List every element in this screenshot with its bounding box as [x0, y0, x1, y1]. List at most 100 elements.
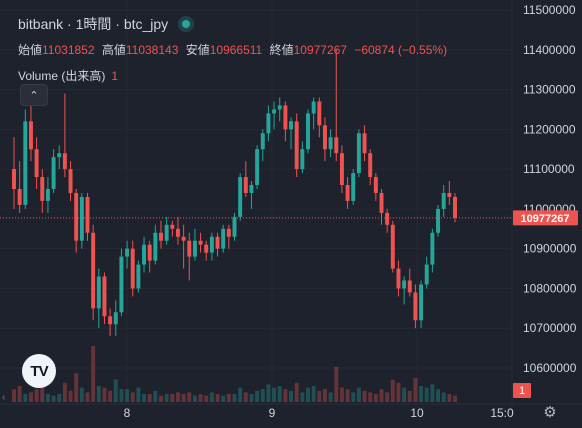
volume-bar: [17, 386, 22, 402]
chevron-up-icon: ⌃: [29, 89, 39, 102]
candle-body: [289, 121, 294, 130]
candle-body: [385, 212, 390, 225]
volume-bar: [209, 392, 214, 402]
volume-bar: [113, 379, 118, 402]
candle-body: [249, 185, 254, 193]
candle-body: [351, 173, 356, 201]
volume-bar: [221, 395, 226, 402]
time-tick: 9: [269, 406, 276, 420]
volume-bar: [396, 382, 401, 402]
volume-bar: [407, 390, 412, 402]
gear-icon[interactable]: ⚙: [543, 404, 557, 421]
chevron-left-icon[interactable]: ‹: [2, 392, 6, 403]
tradingview-logo-icon[interactable]: TV: [22, 354, 56, 388]
candle-body: [317, 101, 322, 126]
volume-bar: [28, 392, 33, 402]
time-axis[interactable]: 8 9 10 15:0: [124, 406, 514, 420]
candle-body: [368, 153, 373, 178]
volume-bar: [170, 394, 175, 402]
candle-body: [57, 153, 62, 158]
high-label: 高値: [101, 43, 126, 57]
volume-bar: [441, 392, 446, 402]
volume-bar: [226, 394, 231, 402]
volume-bar: [12, 389, 16, 402]
candle-body: [436, 208, 441, 233]
candle-body: [198, 240, 203, 245]
candle-body: [453, 196, 457, 218]
candle-body: [356, 133, 361, 174]
volume-bar: [243, 392, 248, 402]
candle-body: [153, 232, 158, 261]
candle-body: [102, 276, 107, 317]
close-label: 終値: [269, 43, 294, 57]
volume-bar: [142, 394, 147, 402]
volume-bar: [79, 387, 84, 402]
candle-body: [266, 113, 271, 134]
candle-body: [238, 177, 243, 217]
candle-body: [119, 256, 124, 313]
volume-bar: [334, 366, 339, 402]
candle-body: [221, 228, 226, 249]
volume-bars: [12, 346, 457, 402]
candle-body: [187, 240, 192, 257]
change-value: −60874 (−0.55%): [354, 43, 448, 57]
volume-bar: [91, 346, 96, 402]
volume-bar: [260, 389, 265, 402]
candle-body: [232, 216, 237, 237]
candle-body: [23, 121, 28, 205]
volume-bar: [368, 392, 373, 402]
open-value: 11031852: [42, 43, 95, 57]
volume-bar: [328, 392, 333, 402]
volume-bar: [339, 387, 344, 402]
price-tick: 11100000: [523, 162, 575, 176]
volume-bar: [317, 390, 322, 402]
volume-label: Volume (出来高): [18, 69, 106, 83]
volume-bar: [266, 384, 271, 402]
volume-bar: [277, 386, 282, 402]
candle-body: [306, 113, 310, 150]
candle-body: [17, 189, 22, 205]
volume-bar: [351, 392, 356, 402]
candle-body: [108, 316, 113, 325]
volume-legend[interactable]: Volume (出来高) 1: [18, 67, 451, 84]
candle-body: [260, 133, 265, 150]
volume-tag: 1: [513, 383, 531, 398]
candle-body: [204, 244, 209, 253]
price-axis-background: [512, 0, 582, 404]
candle-body: [283, 105, 288, 130]
time-tick: 10: [410, 406, 424, 420]
grid-lines: [0, 0, 512, 404]
volume-bar: [68, 390, 73, 402]
candle-body: [215, 236, 220, 249]
candle-body: [226, 228, 231, 237]
volume-bar: [40, 387, 45, 402]
volume-bar: [159, 395, 163, 402]
symbol-title[interactable]: bitbank · 1時間 · btc_jpy: [18, 14, 451, 34]
volume-bar: [385, 392, 390, 402]
collapse-legend-button[interactable]: ⌃: [20, 84, 48, 106]
candle-body: [28, 121, 33, 150]
volume-bar: [255, 390, 260, 402]
low-label: 安値: [185, 43, 210, 57]
candle-body: [91, 232, 96, 309]
candle-body: [441, 192, 446, 209]
volume-value: 1: [111, 69, 119, 83]
candle-body: [136, 264, 141, 289]
volume-bar: [62, 382, 67, 402]
candle-body: [142, 244, 147, 265]
logo-text: TV: [30, 362, 48, 380]
volume-bar: [51, 395, 56, 402]
volume-bar: [198, 394, 203, 402]
volume-bar: [356, 387, 361, 402]
price-tick: 11300000: [523, 83, 576, 97]
candle-body: [339, 153, 344, 186]
volume-bar: [130, 392, 135, 402]
volume-bar: [238, 387, 243, 402]
volume-bar: [108, 390, 113, 402]
candle-body: [34, 149, 39, 178]
volume-bar: [181, 394, 186, 402]
candle-body: [12, 169, 16, 189]
price-axis[interactable]: 11500000 11400000 11300000 11200000 11100000…: [523, 3, 577, 375]
candle-body: [255, 149, 260, 186]
